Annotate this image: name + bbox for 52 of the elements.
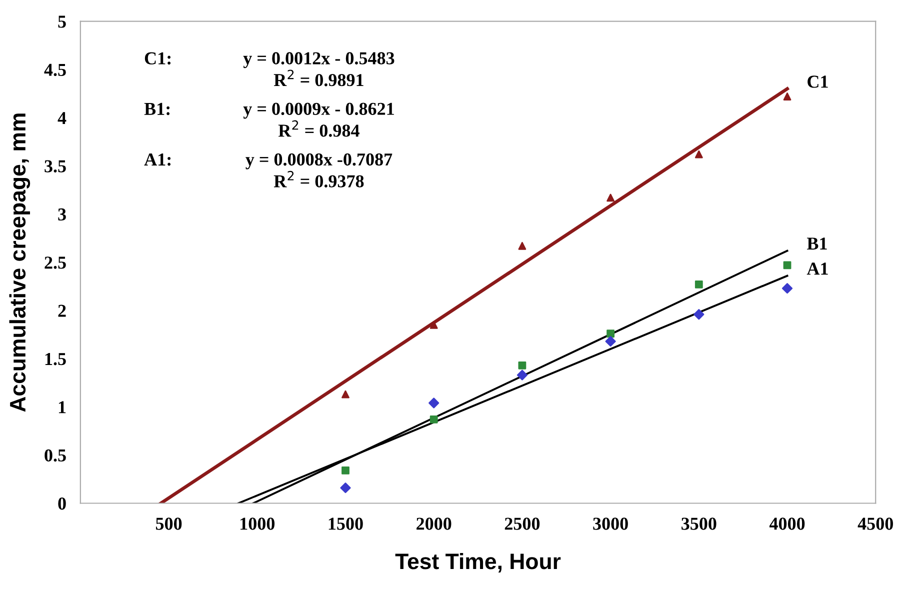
point <box>606 330 615 338</box>
point <box>606 194 615 202</box>
annotation: y = 0.0008x -0.7087 <box>246 153 392 170</box>
x-axis-title: Test Time, Hour <box>395 552 561 573</box>
point <box>430 320 438 329</box>
x-tick-label: 2000 <box>416 518 452 530</box>
series-label: B1 <box>807 238 827 250</box>
y-axis-title: Accumulative creepage, mm <box>9 114 30 412</box>
annotation: y = 0.0009x - 0.8621 <box>243 102 394 119</box>
point <box>340 482 351 494</box>
annotation: R$^{2}$ = 0.984 <box>278 120 360 137</box>
point <box>783 261 792 270</box>
y-tick-label: 3 <box>58 208 66 221</box>
series-label: C1 <box>808 76 828 88</box>
x-tick-label: 4000 <box>769 518 805 530</box>
x-tick-label: 4500 <box>858 518 893 530</box>
x-tick-label: 3000 <box>593 518 628 530</box>
y-tick-label: 1.5 <box>45 353 66 366</box>
y-tick-label: 5 <box>58 16 66 28</box>
point <box>782 283 793 294</box>
point <box>516 370 528 380</box>
x-tick-label: 500 <box>156 518 182 530</box>
point <box>605 336 616 347</box>
point <box>518 242 526 250</box>
point <box>694 150 703 158</box>
y-tick-label: 4.5 <box>44 64 66 76</box>
x-tick-label: 3500 <box>682 518 716 530</box>
point <box>430 415 438 424</box>
point <box>342 390 350 398</box>
annotation: R$^{2}$ = 0.9378 <box>274 170 364 188</box>
annotation: y = 0.0012x - 0.5483 <box>243 52 394 68</box>
x-tick-label: 1000 <box>240 518 275 530</box>
point <box>694 280 703 288</box>
y-tick-label: 4 <box>58 112 66 124</box>
y-tick-label: 3.5 <box>44 160 66 172</box>
series-label: A1 <box>806 262 828 275</box>
y-tick-label: 1 <box>58 401 66 414</box>
point <box>518 361 526 370</box>
y-tick-label: 0 <box>58 498 66 510</box>
point <box>783 92 792 100</box>
annotation: C1: <box>144 52 171 64</box>
x-tick-label: 1500 <box>328 518 363 530</box>
y-tick-label: 2.5 <box>44 256 66 269</box>
x-tick-label: 2500 <box>504 518 540 530</box>
point <box>694 309 704 320</box>
y-tick-label: 0.5 <box>44 449 66 462</box>
annotation: B1: <box>144 102 170 116</box>
y-tick-label: 2 <box>58 304 66 317</box>
annotation: A1: <box>144 154 171 166</box>
point <box>428 398 440 408</box>
point <box>342 466 350 474</box>
annotation: R$^{2}$ = 0.9891 <box>274 70 364 86</box>
